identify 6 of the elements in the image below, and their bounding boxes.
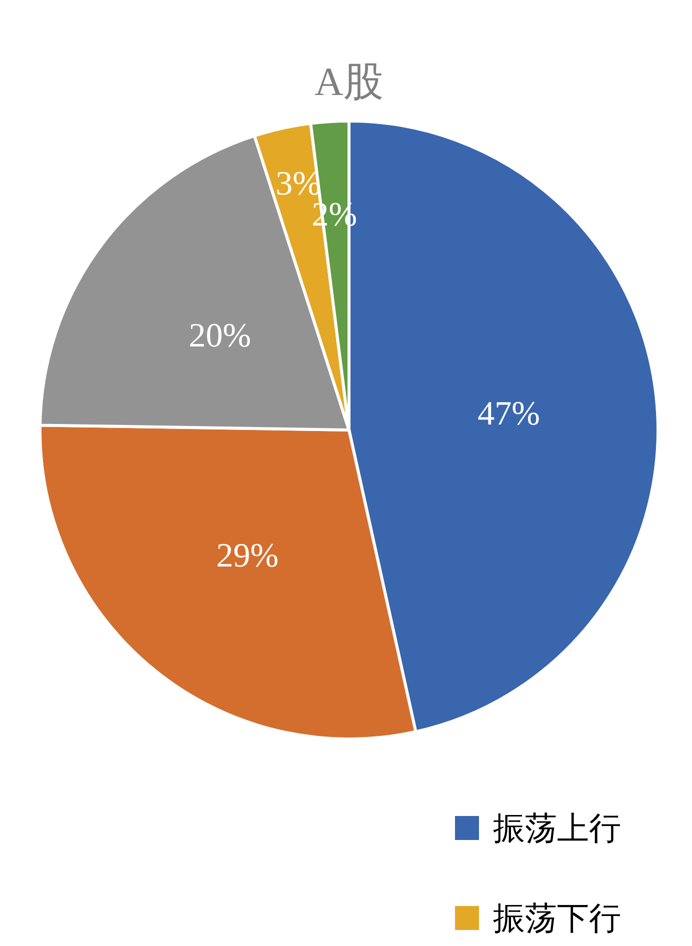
data-label: 29% [216, 537, 279, 574]
data-label: 20% [188, 317, 252, 354]
legend-label: 振荡上行 [493, 809, 621, 848]
legend-label: 振荡下行 [493, 899, 621, 938]
chart-title: A股 [314, 59, 384, 104]
data-label: 47% [478, 395, 540, 432]
